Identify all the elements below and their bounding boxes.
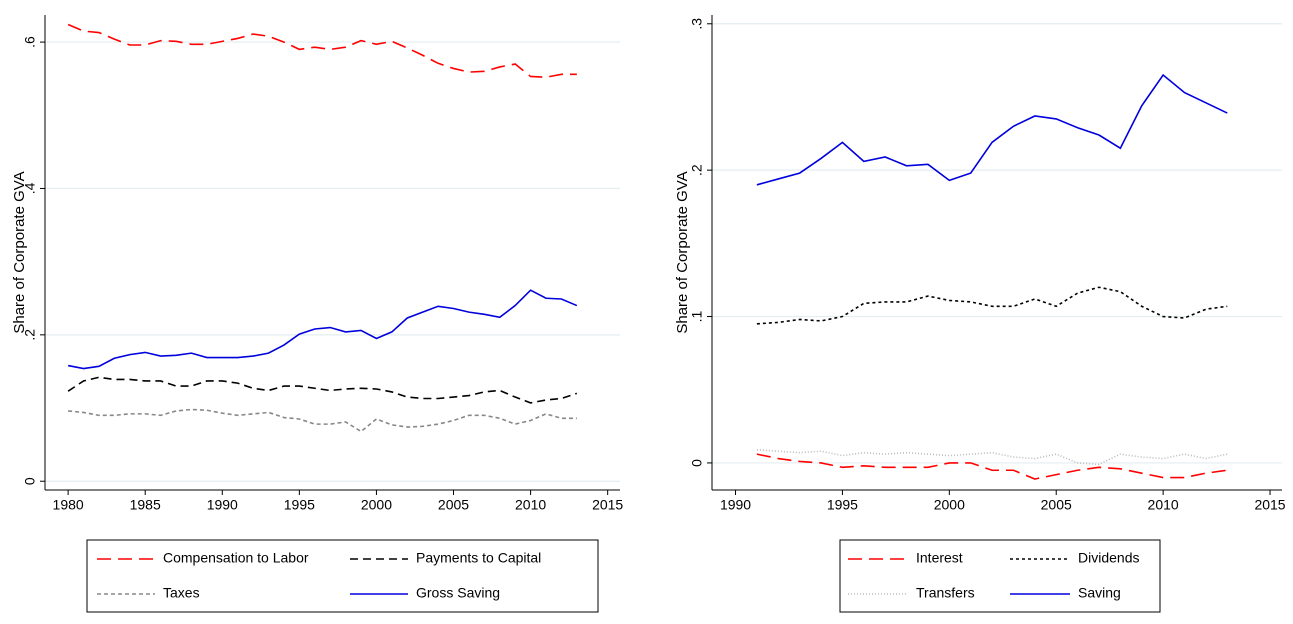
- x-tick-label: 2015: [592, 497, 623, 513]
- x-tick-label: 2015: [1254, 497, 1285, 513]
- x-tick-label: 2000: [361, 497, 392, 513]
- legend-box: [86, 539, 599, 613]
- y-tick-label: .4: [22, 182, 38, 194]
- y-tick-label: 0: [689, 459, 705, 467]
- y-tick-label: .2: [22, 329, 38, 341]
- series-line: [67, 376, 578, 404]
- legend-label: Gross Saving: [416, 585, 500, 601]
- x-tick-label: 1990: [720, 497, 751, 513]
- legend-label: Taxes: [163, 585, 200, 601]
- series-line: [68, 408, 577, 433]
- x-tick-label: 2010: [515, 497, 546, 513]
- y-tick-label: .1: [689, 310, 705, 322]
- y-tick-label: .2: [689, 164, 705, 176]
- x-tick-label: 1995: [284, 497, 315, 513]
- y-axis-label: Share of Corporate GVA: [11, 171, 28, 333]
- y-tick-label: 0: [22, 477, 38, 485]
- y-tick-label: .6: [22, 36, 38, 48]
- x-tick-label: 1990: [207, 497, 238, 513]
- series-line: [756, 453, 1228, 480]
- x-tick-label: 2010: [1148, 497, 1179, 513]
- legend-label: Interest: [916, 550, 963, 566]
- series-line: [756, 73, 1228, 186]
- legend-label: Saving: [1078, 585, 1121, 601]
- series-line: [67, 289, 578, 370]
- legend-label: Payments to Capital: [416, 550, 541, 566]
- legend-label: Dividends: [1078, 550, 1139, 566]
- series-line: [756, 448, 1228, 466]
- x-tick-label: 1980: [53, 497, 84, 513]
- legend-box: [839, 539, 1161, 613]
- x-tick-label: 1995: [827, 497, 858, 513]
- y-tick-label: .3: [689, 18, 705, 30]
- legend-label: Compensation to Labor: [163, 550, 309, 566]
- x-tick-label: 2000: [934, 497, 965, 513]
- legend-label: Transfers: [916, 585, 975, 601]
- y-axis-label: Share of Corporate GVA: [674, 171, 691, 333]
- x-tick-label: 1985: [130, 497, 161, 513]
- series-line: [756, 286, 1228, 325]
- x-tick-label: 2005: [438, 497, 469, 513]
- x-tick-label: 2005: [1041, 497, 1072, 513]
- series-line: [67, 23, 577, 79]
